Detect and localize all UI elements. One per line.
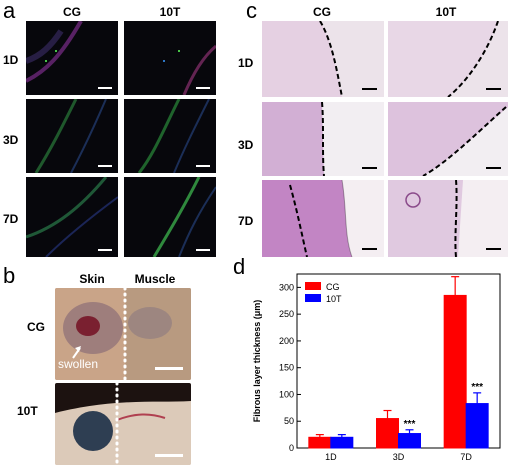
scale-bar (196, 165, 210, 167)
y-tick-label: 200 (279, 336, 294, 346)
scale-bar (486, 88, 501, 90)
panel-c-label: c (246, 0, 257, 23)
bar-10T-3D (398, 433, 421, 449)
panel-a-row-1d: 1D (3, 53, 19, 67)
scale-bar (486, 248, 501, 250)
histology-image-10t-1d (388, 21, 508, 97)
legend-swatch-CG (305, 282, 321, 290)
legend-label-10T: 10T (326, 294, 342, 304)
fluor-image-10t-1d (124, 21, 216, 95)
bar-10T-1D (330, 436, 354, 449)
bar-10T-7D (465, 403, 489, 449)
histology-image-cg-7d (262, 180, 384, 257)
photo-10t (55, 383, 191, 465)
bar-chart: 0 50 100 150 200 250 300 1D 3D 7D *** *** CG 10T Fibro… (252, 273, 501, 462)
fluor-image-cg-3d (26, 99, 118, 173)
panel-c-row-3d: 3D (238, 138, 254, 152)
x-tick-label: 1D (325, 452, 337, 462)
y-tick-label: 250 (279, 309, 294, 319)
y-tick-label: 100 (279, 389, 294, 399)
panel-a-row-7d: 7D (3, 212, 19, 226)
panel-c-row-7d: 7D (238, 214, 254, 228)
scale-bar (98, 87, 112, 89)
x-tick-label: 7D (460, 452, 472, 462)
x-tick-label: 3D (393, 452, 405, 462)
panel-b-label: b (3, 263, 16, 288)
panel-a-label: a (3, 0, 16, 23)
scale-bar (196, 87, 210, 89)
significance-marker: *** (471, 382, 483, 393)
panel-c-col-10t: 10T (435, 5, 457, 19)
panel-d-label: d (233, 254, 246, 279)
scale-bar (98, 249, 112, 251)
scale-bar (98, 165, 112, 167)
bar-CG-3D (376, 418, 399, 449)
y-tick-label: 300 (279, 282, 294, 292)
y-tick-label: 150 (279, 363, 294, 373)
scale-bar (362, 248, 377, 250)
scale-bar (196, 249, 210, 251)
photo-cg: swollen (55, 288, 191, 380)
bar-CG-7D (443, 294, 467, 449)
panel-b-col-skin: Skin (79, 272, 105, 286)
fluor-image-cg-1d (26, 21, 118, 95)
panel-c-col-cg: CG (313, 5, 331, 19)
histology-image-10t-7d (388, 180, 508, 257)
histology-image-cg-3d (262, 102, 384, 176)
fluor-image-10t-3d (124, 99, 216, 173)
significance-marker: *** (404, 419, 416, 430)
scale-bar (486, 167, 501, 169)
panel-a-col-cg: CG (63, 5, 81, 19)
panel-a-row-3d: 3D (3, 133, 19, 147)
fluor-image-cg-7d (26, 177, 118, 257)
histology-image-10t-3d (388, 102, 508, 176)
panel-c-row-1d: 1D (238, 56, 254, 70)
fluor-image-10t-7d (124, 177, 216, 257)
legend-label-CG: CG (326, 282, 340, 292)
y-tick-label: 50 (284, 416, 294, 426)
panel-a-col-10t: 10T (159, 5, 181, 19)
bar-CG-1D (308, 436, 332, 449)
y-axis-label: Fibrous layer thickness (μm) (252, 300, 262, 423)
scale-bar (362, 88, 377, 90)
legend-swatch-10T (305, 294, 321, 302)
panel-b-row-cg: CG (27, 320, 45, 334)
histology-image-cg-1d (262, 21, 384, 97)
panel-b-row-10t: 10T (17, 404, 38, 418)
panel-b-col-muscle: Muscle (134, 272, 176, 286)
y-tick-label: 0 (289, 443, 294, 453)
scale-bar (362, 167, 377, 169)
swollen-annotation: swollen (58, 357, 99, 371)
